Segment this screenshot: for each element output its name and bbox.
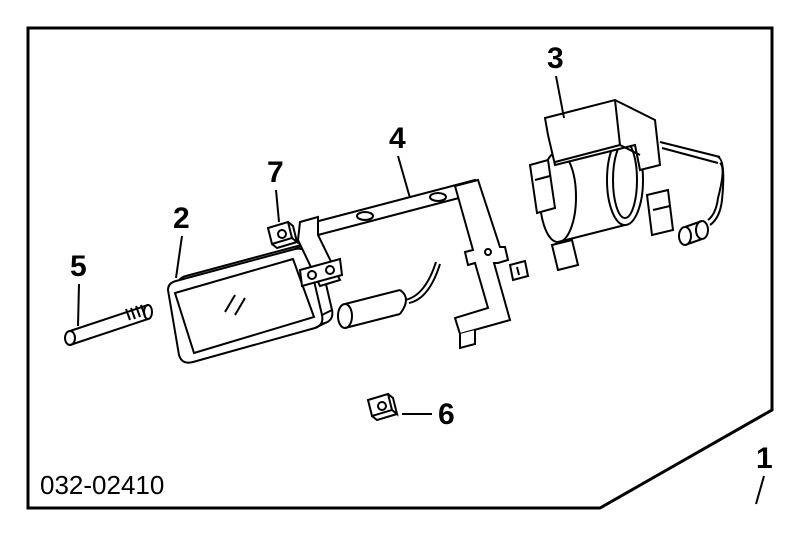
callout-1: 1 xyxy=(756,442,773,476)
callout-7: 7 xyxy=(267,156,284,190)
part-number-label: 032-02410 xyxy=(40,470,164,501)
callout-6: 6 xyxy=(438,398,455,432)
callout-2: 2 xyxy=(173,202,190,236)
callout-5: 5 xyxy=(70,250,87,284)
callout-leaders xyxy=(0,0,800,541)
callout-4: 4 xyxy=(389,122,406,156)
callout-3: 3 xyxy=(547,42,564,76)
